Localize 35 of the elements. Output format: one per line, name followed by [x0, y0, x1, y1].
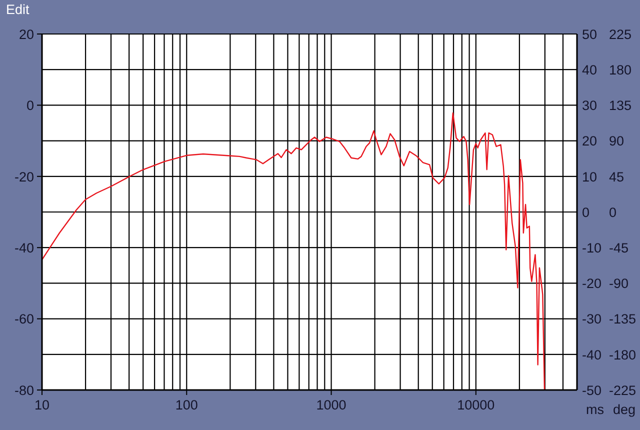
y2-tick-label: -20: [582, 276, 602, 292]
y2-tick-label: -40: [582, 347, 602, 362]
y3-tick-label: 45: [609, 169, 624, 184]
y3-tick-label: -225: [609, 382, 636, 398]
y3-tick-label: 180: [609, 62, 632, 78]
y2-tick-label: -30: [582, 312, 602, 327]
x-tick-label: 10: [34, 397, 50, 412]
y3-tick-label: 90: [609, 134, 624, 149]
x-tick-label: 100: [175, 397, 198, 412]
x-tick-label: 10000: [457, 397, 495, 412]
y3-tick-label: -45: [609, 240, 629, 256]
y2-tick-label: 40: [582, 62, 598, 78]
y-tick-label: -40: [14, 240, 34, 256]
y2-tick-label: 0: [582, 204, 590, 220]
y3-tick-label: -90: [609, 276, 629, 292]
y-tick-label: -20: [14, 169, 34, 184]
y-tick-label: -80: [14, 382, 34, 398]
y-tick-label: -60: [14, 312, 34, 327]
y-tick-label: 0: [26, 98, 34, 114]
text: Edit: [6, 2, 30, 17]
y2-tick-label: 50: [582, 26, 598, 42]
y3-axis-title: deg: [613, 402, 636, 417]
x-tick-label: 1000: [316, 397, 346, 412]
y2-tick-label: -10: [582, 240, 602, 256]
y2-tick-label: 20: [582, 134, 598, 149]
y3-tick-label: -180: [609, 347, 636, 362]
y3-tick-label: 0: [609, 204, 617, 220]
y2-axis-title: ms: [586, 402, 604, 417]
y2-tick-label: 10: [582, 169, 598, 184]
y2-tick-label: 30: [582, 98, 598, 114]
y3-tick-label: 135: [609, 98, 632, 114]
y2-tick-label: -50: [582, 382, 602, 398]
y3-tick-label: 225: [609, 26, 632, 42]
y3-tick-label: -135: [609, 312, 636, 327]
y-tick-label: 20: [18, 26, 34, 42]
